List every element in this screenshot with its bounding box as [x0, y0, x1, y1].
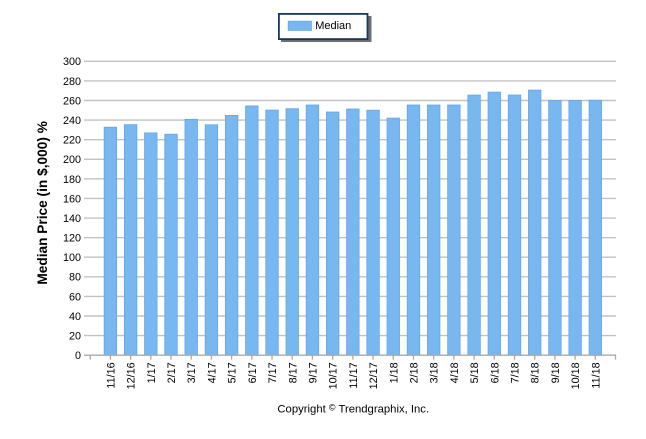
svg-text:11/18: 11/18: [590, 362, 602, 388]
svg-text:80: 80: [69, 272, 81, 284]
svg-text:4/17: 4/17: [206, 362, 218, 383]
svg-text:100: 100: [63, 252, 81, 264]
svg-text:8/18: 8/18: [530, 362, 542, 383]
svg-text:9/18: 9/18: [550, 362, 562, 383]
svg-text:140: 140: [63, 213, 81, 225]
svg-text:12/16: 12/16: [126, 362, 138, 389]
svg-text:40: 40: [69, 311, 81, 323]
svg-text:7/18: 7/18: [510, 362, 522, 383]
svg-text:240: 240: [63, 115, 81, 127]
svg-text:5/18: 5/18: [469, 362, 481, 383]
svg-text:200: 200: [63, 154, 81, 166]
svg-text:1/18: 1/18: [388, 362, 400, 383]
svg-text:1/17: 1/17: [146, 362, 158, 383]
svg-text:120: 120: [63, 233, 81, 245]
svg-text:Median: Median: [315, 20, 351, 32]
svg-text:9/17: 9/17: [307, 362, 319, 383]
svg-text:300: 300: [63, 56, 81, 68]
svg-text:10/17: 10/17: [328, 362, 340, 389]
svg-text:0: 0: [75, 350, 81, 362]
svg-text:7/17: 7/17: [267, 362, 279, 383]
svg-text:3/18: 3/18: [429, 362, 441, 383]
svg-text:5/17: 5/17: [227, 362, 239, 383]
svg-text:11/17: 11/17: [348, 362, 360, 388]
svg-text:Median Price (in $,000) %: Median Price (in $,000) %: [35, 121, 50, 285]
svg-text:8/17: 8/17: [287, 362, 299, 383]
svg-text:2/17: 2/17: [166, 362, 178, 383]
svg-text:11/16: 11/16: [105, 362, 117, 388]
svg-text:20: 20: [69, 331, 81, 343]
svg-text:180: 180: [63, 174, 81, 186]
svg-text:4/18: 4/18: [449, 362, 461, 383]
svg-text:280: 280: [63, 76, 81, 88]
svg-text:60: 60: [69, 291, 81, 303]
svg-text:6/17: 6/17: [247, 362, 259, 383]
svg-text:2/18: 2/18: [408, 362, 420, 383]
svg-text:3/17: 3/17: [186, 362, 198, 383]
svg-text:220: 220: [63, 135, 81, 147]
svg-text:12/17: 12/17: [368, 362, 380, 389]
svg-text:10/18: 10/18: [570, 362, 582, 389]
svg-text:260: 260: [63, 95, 81, 107]
svg-text:6/18: 6/18: [489, 362, 501, 383]
svg-text:Copyright © Trendgraphix, Inc.: Copyright © Trendgraphix, Inc.: [277, 402, 429, 415]
svg-text:160: 160: [63, 193, 81, 205]
